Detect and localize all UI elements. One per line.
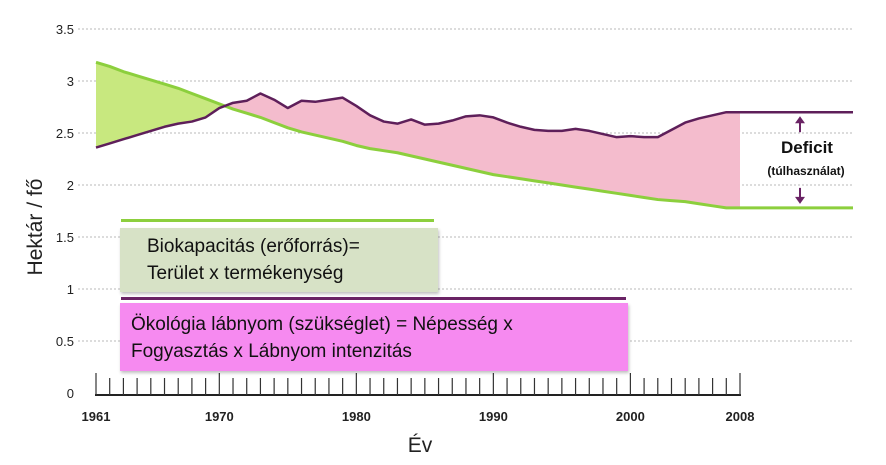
x-axis: 1961 1970 1980 1990 2000 2008: [82, 373, 755, 424]
y-tick-label: 2.5: [56, 126, 74, 141]
deficit-subtitle: (túlhasználat): [767, 164, 844, 178]
footprint-legend-line1: Ökológia lábnyom (szükséglet) = Népesség…: [131, 314, 513, 335]
y-axis: 0 0.5 1 1.5 2 2.5 3 3.5: [56, 22, 74, 401]
footprint-legend: Ökológia lábnyom (szükséglet) = Népesség…: [120, 303, 628, 371]
y-axis-title: Hektár / fő: [24, 179, 47, 276]
deficit-title: Deficit: [781, 138, 833, 157]
biocapacity-legend-line1: Biokapacitás (erőforrás)=: [147, 236, 360, 257]
y-tick-label: 1: [67, 282, 74, 297]
y-tick-label: 0.5: [56, 334, 74, 349]
y-tick-label: 0: [67, 386, 74, 401]
surplus-area: [96, 62, 225, 148]
deficit-annotation: Deficit (túlhasználat): [767, 116, 845, 204]
y-tick-label: 3.5: [56, 22, 74, 37]
deficit-arrowhead-down: [795, 196, 805, 204]
area-fills: [96, 62, 741, 208]
x-tick-label: 1990: [479, 409, 508, 424]
biocapacity-legend-line: [121, 219, 434, 222]
biocapacity-line: [95, 60, 853, 210]
footprint-legend-line: [121, 297, 626, 300]
deficit-arrowhead-up: [795, 116, 805, 124]
x-axis-title: Év: [408, 434, 433, 457]
x-tick-label: 2000: [616, 409, 645, 424]
y-tick-label: 3: [67, 74, 74, 89]
deficit-area: [224, 93, 741, 208]
x-tick-label: 1970: [205, 409, 234, 424]
footprint-legend-line2: Fogyasztás x Lábnyom intenzitás: [131, 341, 412, 362]
x-tick-label: 1980: [342, 409, 371, 424]
y-tick-label: 2: [67, 178, 74, 193]
y-tick-label: 1.5: [56, 230, 74, 245]
x-tick-label: 1961: [82, 409, 111, 424]
biocapacity-legend-line2: Terület x termékenység: [147, 263, 344, 284]
series-lines: [95, 60, 853, 210]
x-tick-label: 2008: [726, 409, 755, 424]
biocapacity-legend: Biokapacitás (erőforrás)= Terület x term…: [120, 228, 438, 292]
footprint-line: [95, 92, 853, 149]
